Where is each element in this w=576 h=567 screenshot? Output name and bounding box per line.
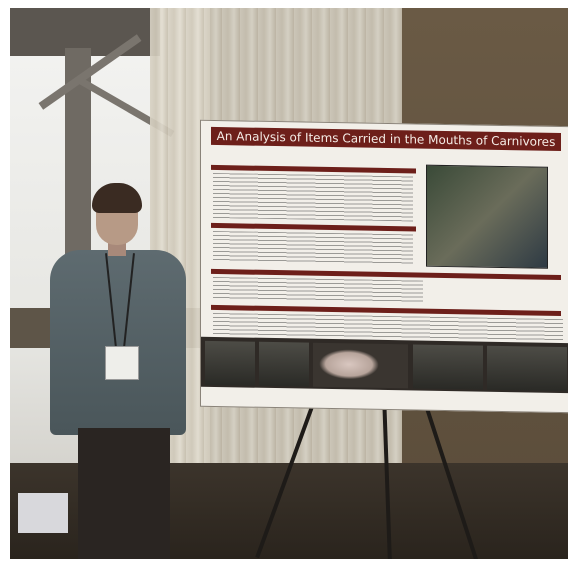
research-poster: An Analysis of Items Carried in the Mout… (200, 119, 568, 414)
poster-text-block (213, 312, 563, 342)
section-header-bar (211, 222, 416, 232)
person-pants (78, 428, 170, 559)
camera-trap-photo (487, 345, 567, 392)
poster-text-block (213, 172, 413, 222)
results-table (213, 276, 423, 303)
section-header-bar (211, 164, 416, 174)
camera-trap-photo (413, 344, 483, 390)
study-area-map (426, 164, 548, 269)
camera-trap-photo (205, 340, 255, 386)
person-hair (92, 183, 142, 213)
coyote-image (319, 348, 379, 380)
photo-scene: An Analysis of Items Carried in the Mout… (10, 8, 568, 559)
chair (18, 493, 68, 533)
person-shirt (50, 250, 186, 435)
camera-trap-photo (259, 341, 309, 387)
poster-text-block (213, 230, 413, 265)
poster-title: An Analysis of Items Carried in the Mout… (211, 126, 561, 152)
name-badge (105, 346, 139, 380)
